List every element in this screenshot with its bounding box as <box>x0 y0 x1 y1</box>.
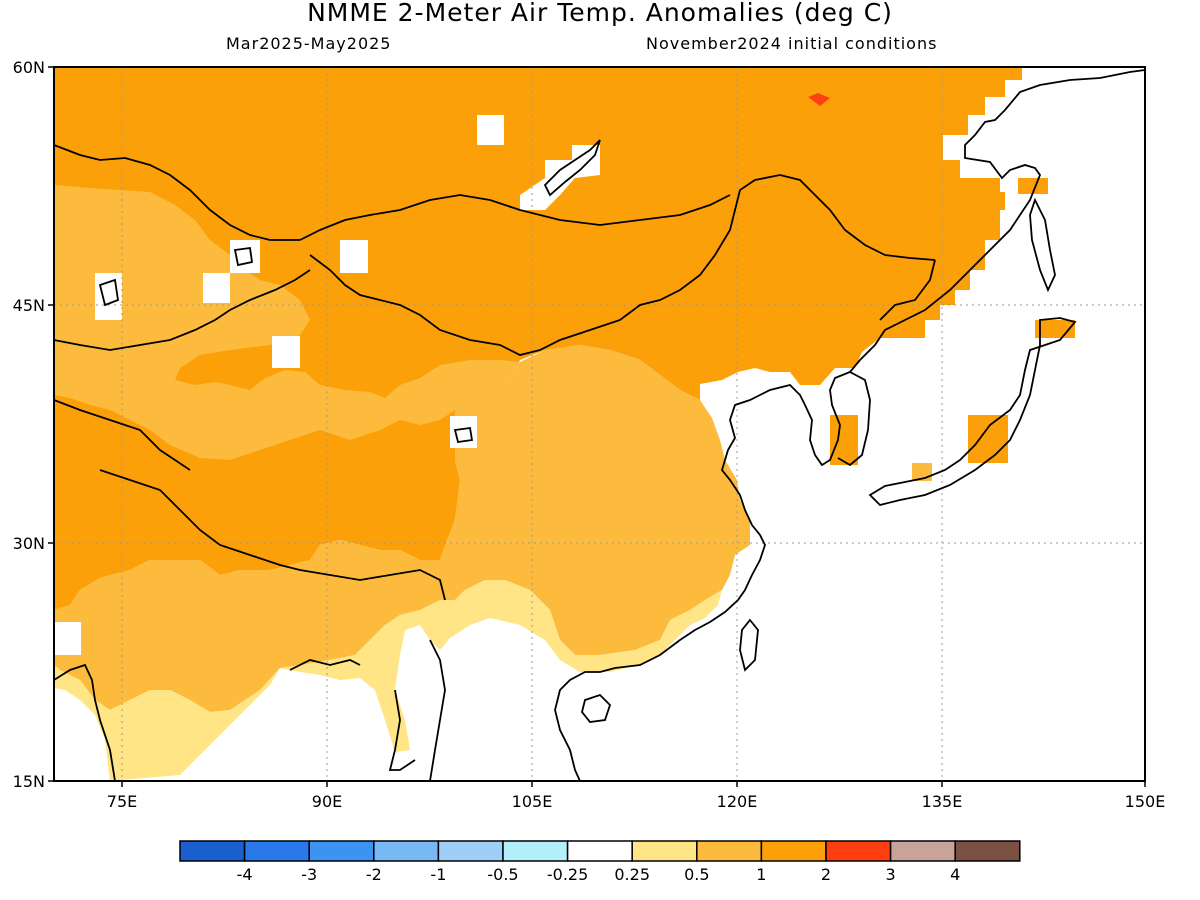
legend-swatch <box>502 840 569 862</box>
lon-label-135e: 135E <box>922 792 963 811</box>
legend-label: -2 <box>366 865 382 884</box>
legend-swatch <box>308 840 375 862</box>
axis-ticks <box>48 66 1146 787</box>
lon-label-150e: 150E <box>1125 792 1166 811</box>
legend-swatch <box>373 840 440 862</box>
initial-conditions-label: November2024 initial conditions <box>646 34 938 53</box>
lat-label-30n: 30N <box>13 534 45 553</box>
legend-swatch <box>954 840 1021 862</box>
legend-swatch <box>825 840 892 862</box>
legend-label: 3 <box>886 865 896 884</box>
legend-label: 4 <box>950 865 960 884</box>
legend-label: 0.5 <box>684 865 709 884</box>
lon-label-90e: 90E <box>312 792 342 811</box>
shade-0.5-to-1-south <box>440 345 750 655</box>
shade-2-to-3 <box>808 93 830 106</box>
legend-swatch <box>889 840 956 862</box>
lon-label-75e: 75E <box>107 792 137 811</box>
anomaly-shading <box>54 67 1145 781</box>
legend-label: 1 <box>756 865 766 884</box>
legend-label: 2 <box>821 865 831 884</box>
shade-1-to-2 <box>54 67 1022 610</box>
legend-label: -3 <box>301 865 317 884</box>
map-title: NMME 2-Meter Air Temp. Anomalies (deg C) <box>307 0 893 27</box>
legend-swatch <box>179 840 246 862</box>
color-legend: -4 -3 -2 -1 -0.5 -0.25 0.25 0.5 1 2 3 4 <box>179 840 1021 884</box>
legend-swatch <box>243 840 310 862</box>
legend-label: -0.25 <box>547 865 588 884</box>
shade-0.25-to-0.5 <box>280 580 722 752</box>
legend-label: -1 <box>430 865 446 884</box>
legend-swatch <box>437 840 504 862</box>
legend-swatch <box>566 840 633 862</box>
shade-0.5-to-1-india <box>54 540 440 712</box>
legend-swatch <box>631 840 698 862</box>
plot-frame <box>53 66 1146 782</box>
lon-label-105e: 105E <box>512 792 553 811</box>
legend-swatch <box>760 840 827 862</box>
graticule <box>54 67 1145 781</box>
legend-swatch <box>696 840 763 862</box>
shade-0.5-to-1-north <box>54 185 520 460</box>
season-label: Mar2025-May2025 <box>226 34 392 53</box>
lat-label-60n: 60N <box>13 58 45 77</box>
legend-label: 0.25 <box>614 865 650 884</box>
lon-label-120e: 120E <box>717 792 758 811</box>
lat-label-45n: 45N <box>13 296 45 315</box>
legend-label: -4 <box>237 865 253 884</box>
legend-label: -0.5 <box>487 865 518 884</box>
coastlines <box>53 69 1146 782</box>
lat-label-15n: 15N <box>13 772 45 791</box>
